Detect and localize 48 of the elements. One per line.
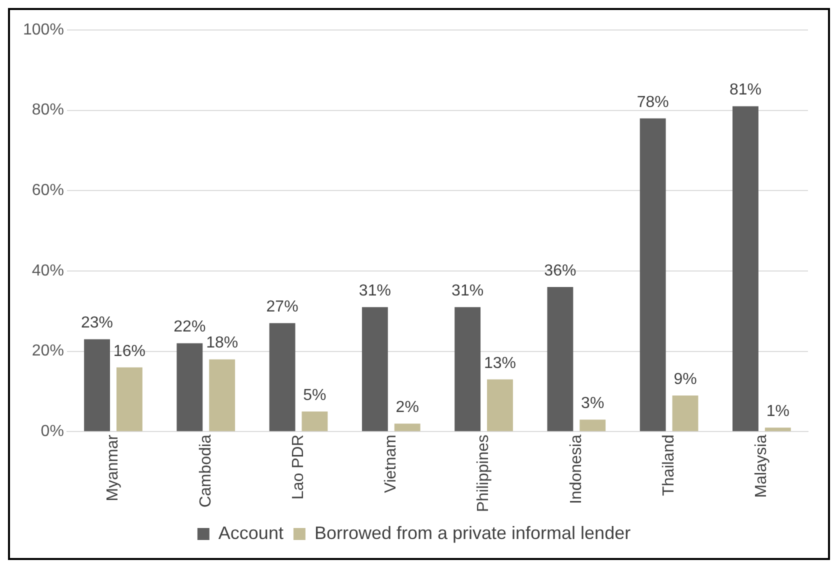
y-tick-label: 20% (32, 342, 64, 360)
y-tick-label: 40% (32, 262, 64, 280)
bar (672, 395, 698, 432)
data-label: 31% (452, 282, 484, 300)
bar (209, 359, 236, 432)
bar (269, 323, 296, 432)
data-label: 1% (766, 403, 790, 420)
bar (764, 428, 791, 432)
bar (84, 339, 110, 432)
data-label: 31% (358, 282, 391, 300)
bar (732, 106, 758, 432)
y-tick-label: 0% (40, 423, 64, 440)
data-label: 5% (303, 386, 326, 404)
data-label: 13% (484, 354, 516, 372)
data-label: 81% (729, 82, 762, 99)
data-label: 9% (674, 370, 697, 388)
data-label: 27% (266, 298, 298, 316)
x-tick-label: Philippines (475, 434, 492, 512)
data-label: 36% (544, 262, 576, 280)
x-tick-label: Thailand (660, 434, 678, 496)
bar (116, 367, 142, 432)
x-tick-label: Cambodia (197, 434, 214, 508)
data-label: 16% (113, 342, 146, 360)
x-tick-label: Vietnam (382, 434, 400, 494)
bar (640, 118, 666, 432)
bar (302, 412, 328, 432)
x-tick-label: Malaysia (753, 434, 770, 498)
bar (580, 420, 606, 432)
data-label: 3% (581, 394, 604, 412)
bar (394, 424, 420, 432)
bar (454, 307, 481, 432)
bar (547, 287, 574, 432)
data-label: 23% (81, 314, 114, 332)
legend-label: Borrowed from a private informal lender (314, 522, 631, 543)
data-label: 22% (174, 318, 206, 336)
x-tick-label: Indonesia (568, 434, 585, 504)
x-tick-label: Lao PDR (290, 434, 307, 500)
y-tick-label: 80% (32, 102, 64, 119)
bar (176, 343, 203, 432)
data-label: 2% (396, 398, 419, 416)
data-label: 78% (636, 94, 669, 111)
y-tick-label: 60% (32, 182, 64, 200)
y-tick-label: 100% (23, 21, 64, 38)
bar (362, 307, 388, 432)
x-tick-label: Myanmar (104, 434, 122, 502)
bar (487, 379, 513, 432)
legend-label: Account (218, 522, 284, 543)
data-label: 18% (206, 334, 238, 352)
